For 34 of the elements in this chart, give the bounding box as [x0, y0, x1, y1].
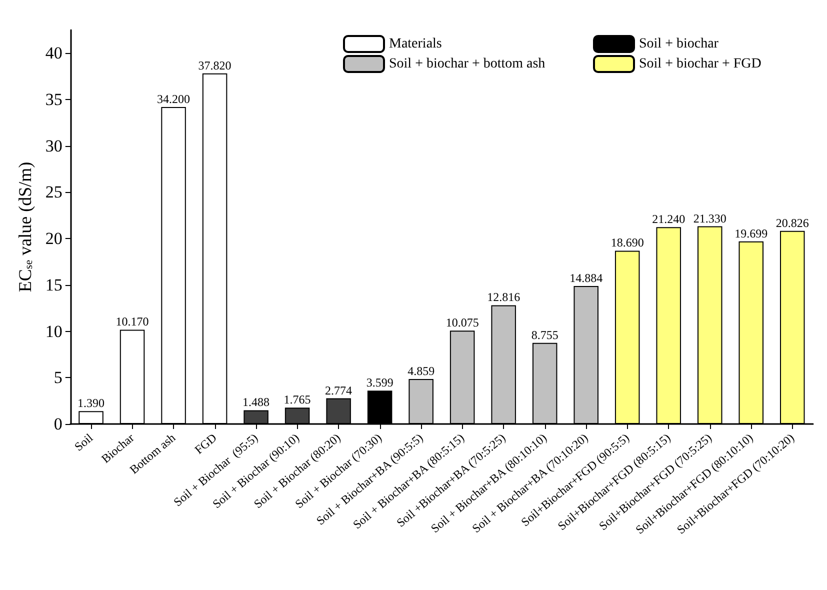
data-label: 14.884 [570, 271, 603, 286]
data-label: 12.816 [487, 290, 520, 304]
data-label: 37.820 [198, 58, 232, 72]
y-tick-label: 40 [45, 44, 62, 63]
data-label: 34.200 [157, 92, 190, 106]
legend-label: Soil + biochar [639, 36, 719, 52]
data-label: 21.240 [652, 212, 686, 226]
x-tick-label: Soil [72, 430, 96, 454]
data-label: 1.765 [284, 392, 311, 407]
data-label: 3.599 [366, 376, 394, 390]
data-label: 10.170 [116, 314, 149, 329]
legend-label: Soil + biochar + FGD [639, 56, 762, 72]
data-label: 18.690 [610, 236, 644, 250]
data-label: 1.488 [242, 395, 270, 410]
legend-label: Soil + biochar + bottom ash [389, 56, 546, 72]
y-tick-label: 30 [45, 136, 62, 156]
data-label: 1.390 [78, 396, 105, 410]
data-label: 4.859 [408, 364, 435, 378]
y-tick-label: 0 [54, 414, 62, 434]
legend-label: Materials [389, 36, 442, 52]
y-axis-title: ECse value (dS/m) [15, 162, 35, 292]
y-tick-label: 5 [54, 368, 62, 388]
y-tick-label: 20 [45, 229, 62, 248]
data-label: 19.699 [734, 226, 768, 240]
data-label: 2.774 [325, 383, 352, 398]
y-tick-label: 15 [45, 275, 62, 294]
data-label: 21.330 [693, 211, 726, 226]
y-tick-label: 25 [45, 182, 62, 202]
data-label: 20.826 [776, 216, 809, 230]
y-tick-label: 10 [45, 322, 62, 341]
data-label: 8.755 [531, 328, 558, 342]
y-tick-label: 35 [45, 90, 62, 110]
x-tick-label: FGD [192, 430, 220, 457]
data-label: 10.075 [446, 316, 479, 330]
